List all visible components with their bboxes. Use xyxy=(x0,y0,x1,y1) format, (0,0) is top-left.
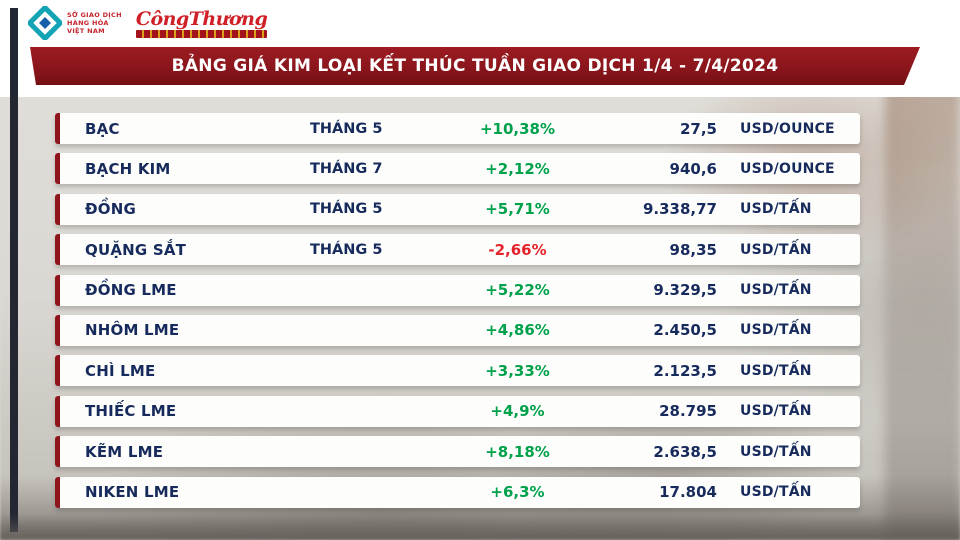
title-banner: BẢNG GIÁ KIM LOẠI KẾT THÚC TUẦN GIAO DỊC… xyxy=(30,47,920,85)
price-value: 28.795 xyxy=(659,402,717,421)
table-row: BẠC THÁNG 5 +10,38% 27,5 USD/OUNCE xyxy=(55,113,860,144)
change-percent: +5,22% xyxy=(485,281,550,300)
price-unit: USD/TẤN xyxy=(740,322,812,339)
left-spine-bar xyxy=(10,8,18,532)
mxv-line-1: SỞ GIAO DỊCH xyxy=(67,10,122,19)
commodity-name: BẠCH KIM xyxy=(85,159,171,178)
bottom-shade xyxy=(0,514,960,540)
price-unit: USD/TẤN xyxy=(740,282,812,299)
table-row: ĐỒNG THÁNG 5 +5,71% 9.338,77 USD/TẤN xyxy=(55,193,860,225)
contract-month: THÁNG 5 xyxy=(310,201,383,218)
price-value: 9.338,77 xyxy=(642,200,717,219)
row-accent-bar xyxy=(55,436,60,468)
price-value: 27,5 xyxy=(679,119,717,138)
price-unit: USD/OUNCE xyxy=(740,160,835,177)
table-row: QUẶNG SẮT THÁNG 5 -2,66% 98,35 USD/TẤN xyxy=(55,234,860,266)
change-percent: +8,18% xyxy=(485,442,550,461)
logo-strip: SỞ GIAO DỊCH HÀNG HÓA VIỆT NAM CôngThươn… xyxy=(28,4,268,42)
change-percent: +2,12% xyxy=(485,159,550,178)
contract-month: THÁNG 5 xyxy=(310,120,383,137)
mxv-logo: SỞ GIAO DỊCH HÀNG HÓA VIỆT NAM xyxy=(28,6,122,40)
commodity-name: BẠC xyxy=(85,119,120,138)
change-percent: -2,66% xyxy=(488,240,547,259)
table-row: THIẾC LME +4,9% 28.795 USD/TẤN xyxy=(55,395,860,427)
row-accent-bar xyxy=(55,355,60,387)
change-percent: +6,3% xyxy=(490,483,545,502)
row-accent-bar xyxy=(55,234,60,266)
price-value: 9.329,5 xyxy=(653,281,717,300)
change-percent: +4,86% xyxy=(485,321,550,340)
price-value: 2.123,5 xyxy=(653,361,717,380)
price-unit: USD/TẤN xyxy=(740,403,812,420)
price-unit: USD/TẤN xyxy=(740,484,812,501)
table-row: CHÌ LME +3,33% 2.123,5 USD/TẤN xyxy=(55,355,860,387)
change-percent: +5,71% xyxy=(485,200,550,219)
mxv-diamond-icon xyxy=(28,6,62,40)
price-value: 940,6 xyxy=(669,159,717,178)
price-value: 2.638,5 xyxy=(653,442,717,461)
commodity-name: ĐỒNG LME xyxy=(85,281,177,300)
row-accent-bar xyxy=(55,395,60,427)
commodity-name: CHÌ LME xyxy=(85,361,156,380)
background-right-shade xyxy=(885,85,960,540)
change-percent: +4,9% xyxy=(490,402,545,421)
congthuong-sub-banner xyxy=(135,29,268,38)
price-unit: USD/OUNCE xyxy=(740,120,835,137)
price-unit: USD/TẤN xyxy=(740,201,812,218)
contract-month: THÁNG 5 xyxy=(310,241,383,258)
commodity-name: QUẶNG SẮT xyxy=(85,240,187,259)
row-accent-bar xyxy=(55,314,60,346)
price-value: 98,35 xyxy=(669,240,717,259)
change-percent: +3,33% xyxy=(485,361,550,380)
price-unit: USD/TẤN xyxy=(740,362,812,379)
congthuong-wordmark: CôngThương xyxy=(135,7,268,30)
page-title: BẢNG GIÁ KIM LOẠI KẾT THÚC TUẦN GIAO DỊC… xyxy=(171,56,779,76)
mxv-line-2: HÀNG HÓA xyxy=(67,18,109,27)
mxv-line-3: VIỆT NAM xyxy=(67,27,105,36)
table-row: BẠCH KIM THÁNG 7 +2,12% 940,6 USD/OUNCE xyxy=(55,153,860,185)
row-accent-bar xyxy=(55,193,60,225)
contract-month: THÁNG 7 xyxy=(310,160,383,177)
row-accent-bar xyxy=(55,274,60,306)
commodity-name: NIKEN LME xyxy=(85,483,180,502)
commodity-name: NHÔM LME xyxy=(85,321,180,340)
row-accent-bar xyxy=(55,476,60,508)
price-value: 17.804 xyxy=(659,483,717,502)
price-unit: USD/TẤN xyxy=(740,241,812,258)
table-row: ĐỒNG LME +5,22% 9.329,5 USD/TẤN xyxy=(55,274,860,306)
table-row: NHÔM LME +4,86% 2.450,5 USD/TẤN xyxy=(55,314,860,346)
price-unit: USD/TẤN xyxy=(740,443,812,460)
price-table: BẠC THÁNG 5 +10,38% 27,5 USD/OUNCE BẠCH … xyxy=(55,113,860,517)
price-value: 2.450,5 xyxy=(653,321,717,340)
table-row: NIKEN LME +6,3% 17.804 USD/TẤN xyxy=(55,476,860,508)
mxv-logo-text: SỞ GIAO DỊCH HÀNG HÓA VIỆT NAM xyxy=(67,11,122,35)
commodity-name: KẼM LME xyxy=(85,442,164,461)
commodity-name: THIẾC LME xyxy=(85,402,177,421)
change-percent: +10,38% xyxy=(479,119,556,138)
table-row: KẼM LME +8,18% 2.638,5 USD/TẤN xyxy=(55,436,860,468)
commodity-name: ĐỒNG xyxy=(85,200,136,219)
congthuong-logo: CôngThương xyxy=(135,7,268,38)
row-accent-bar xyxy=(55,153,60,185)
row-accent-bar xyxy=(55,113,60,144)
